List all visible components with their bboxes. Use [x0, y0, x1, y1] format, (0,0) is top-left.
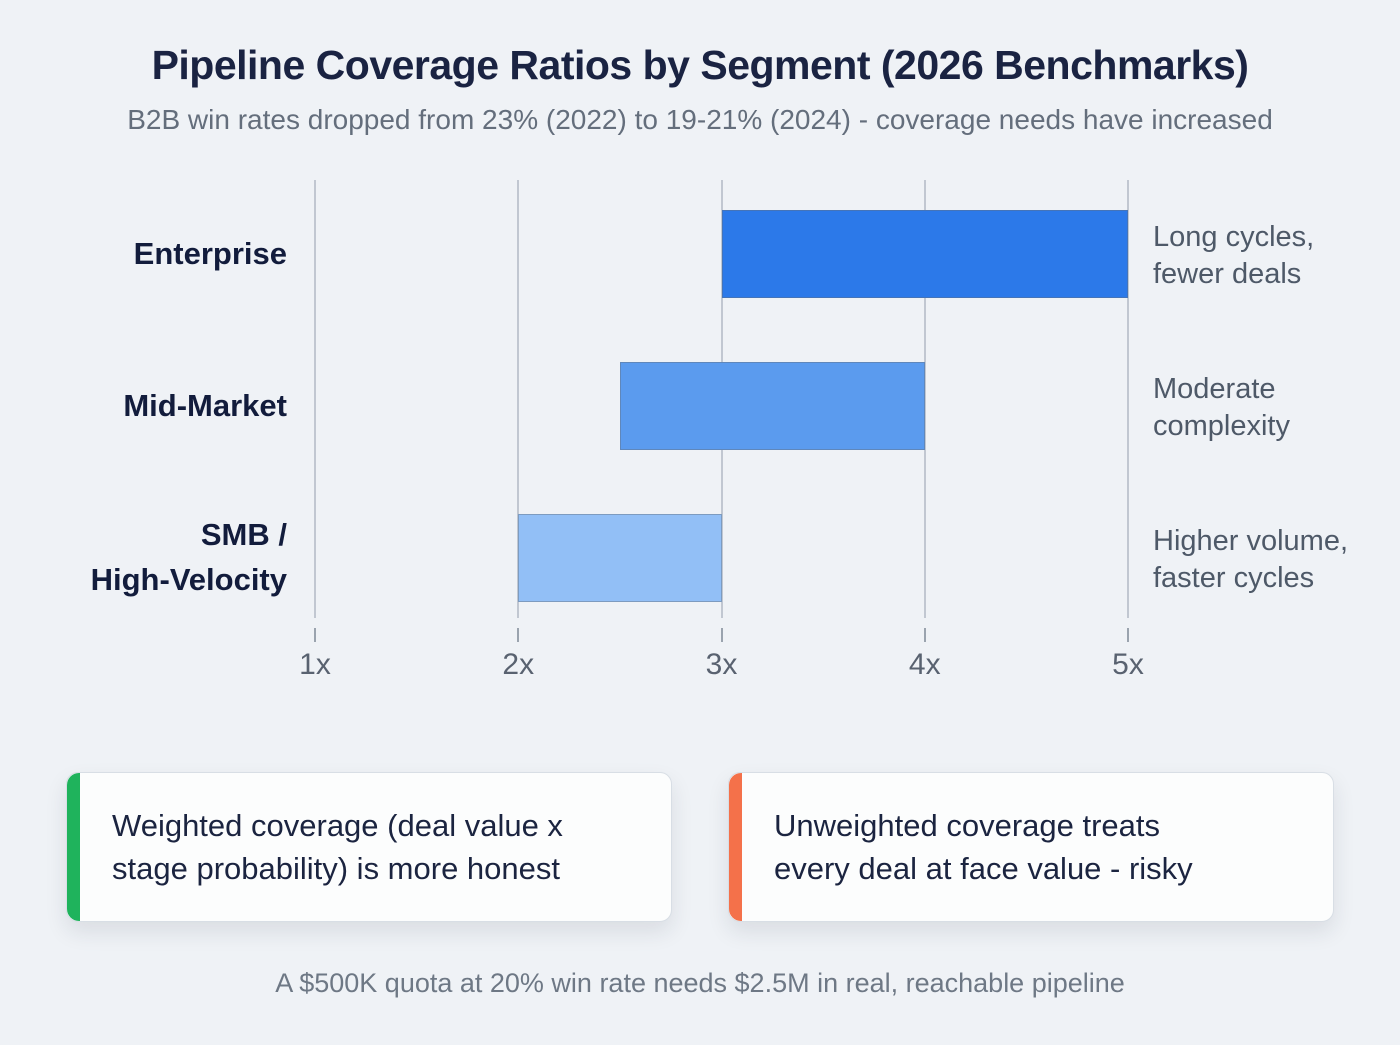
axis-tick-2x	[517, 628, 520, 642]
axis-tick-3x	[720, 628, 723, 642]
bar-mid-market	[619, 362, 925, 450]
segment-label-smb-high-velocity: SMB / High-Velocity	[90, 517, 287, 597]
gridline-1x	[314, 180, 316, 618]
callout-accent-weighted	[67, 773, 80, 921]
callout-card-weighted: Weighted coverage (deal value x stage pro…	[66, 772, 672, 922]
page-subtitle: B2B win rates dropped from 23% (2022) to…	[127, 104, 1273, 135]
axis-tick-1x	[314, 628, 316, 642]
gridline-2x	[517, 180, 520, 618]
axis-label-3x: 3x	[705, 648, 738, 681]
callout-text-unweighted: Unweighted coverage treats every deal at …	[774, 808, 1193, 886]
axis-tick-4x	[923, 628, 926, 642]
axis-tick-5x	[1127, 628, 1129, 642]
segment-label-enterprise: Enterprise	[133, 235, 287, 271]
gridline-4x	[923, 180, 926, 618]
segment-label-mid-market: Mid-Market	[123, 387, 287, 423]
callout-text-weighted: Weighted coverage (deal value x stage pro…	[112, 808, 563, 886]
callout-accent-unweighted	[729, 773, 742, 921]
axis-label-2x: 2x	[502, 648, 535, 681]
callout-card-unweighted: Unweighted coverage treats every deal at …	[728, 772, 1334, 922]
page-title: Pipeline Coverage Ratios by Segment (202…	[151, 42, 1249, 88]
bar-enterprise	[721, 210, 1128, 298]
bar-smb-high-velocity	[518, 514, 722, 602]
annotation-mid-market: Moderate complexity	[1153, 373, 1290, 442]
annotation-enterprise: Long cycles, fewer deals	[1153, 221, 1315, 290]
axis-label-5x: 5x	[1112, 648, 1144, 681]
footer-note: A $500K quota at 20% win rate needs $2.5…	[275, 968, 1125, 998]
axis-label-4x: 4x	[908, 648, 941, 681]
annotation-smb-high-velocity: Higher volume, faster cycles	[1153, 525, 1349, 594]
axis-label-1x: 1x	[299, 648, 331, 681]
gridline-5x	[1127, 180, 1129, 618]
